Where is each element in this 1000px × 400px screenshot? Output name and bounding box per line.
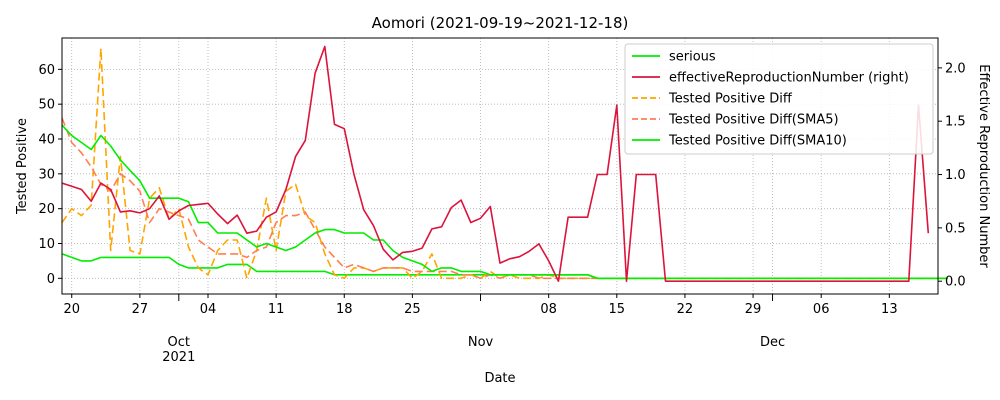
x-tick-label: 08 xyxy=(540,302,557,317)
x-tick-label: 13 xyxy=(881,302,898,317)
y-right-tick-label: 1.5 xyxy=(945,115,966,130)
x-tick-label: 25 xyxy=(404,302,421,317)
x-tick-year-label: 2021 xyxy=(162,350,195,365)
y-axis-left: 0 10 20 30 40 50 60 xyxy=(38,63,62,287)
x-tick-label: 06 xyxy=(813,302,830,317)
x-tick-label: 18 xyxy=(336,302,353,317)
x-tick-label: 11 xyxy=(268,302,285,317)
x-tick-label: 27 xyxy=(132,302,149,317)
x-tick-label: 04 xyxy=(200,302,217,317)
plot-frame xyxy=(61,37,939,295)
y-left-tick-label: 20 xyxy=(38,202,55,217)
legend-label-1: effectiveReproductionNumber (right) xyxy=(669,71,909,86)
chart-title: Aomori (2021-09-19~2021-12-18) xyxy=(372,14,629,32)
series-line-4 xyxy=(61,124,948,280)
x-axis-label: Date xyxy=(484,371,515,386)
y-axis-right: 0.0 0.5 1.0 1.5 2.0 xyxy=(938,61,966,290)
legend-label-0: serious xyxy=(669,50,716,65)
x-tick-label: Oct xyxy=(168,335,190,350)
y-left-tick-label: 0 xyxy=(47,272,55,287)
y-axis-left-label: Tested Positive xyxy=(15,118,30,215)
legend: serious effectiveReproductionNumber (righ… xyxy=(624,43,934,155)
x-tick-label: Dec xyxy=(760,335,785,350)
y-left-tick-label: 10 xyxy=(38,237,55,252)
legend-label-4: Tested Positive Diff(SMA10) xyxy=(668,134,847,149)
series-layer xyxy=(61,45,948,283)
y-axis-right-label: Effective Reproduction Number xyxy=(976,64,991,268)
legend-label-3: Tested Positive Diff(SMA5) xyxy=(668,113,839,128)
series-line-1 xyxy=(61,45,930,283)
y-right-tick-label: 1.0 xyxy=(945,168,966,183)
x-tick-label: Nov xyxy=(468,335,494,350)
y-left-tick-label: 30 xyxy=(38,167,55,182)
x-tick-label: 20 xyxy=(63,302,80,317)
x-tick-label: 15 xyxy=(609,302,626,317)
y-right-tick-label: 0.5 xyxy=(945,221,966,236)
y-right-tick-label: 2.0 xyxy=(945,61,966,76)
y-left-tick-label: 50 xyxy=(38,98,55,113)
y-right-tick-label: 0.0 xyxy=(945,275,966,290)
legend-label-2: Tested Positive Diff xyxy=(668,92,793,107)
legend-box xyxy=(624,43,934,155)
x-tick-label: 22 xyxy=(677,302,694,317)
y-left-tick-label: 40 xyxy=(38,133,55,148)
y-left-tick-label: 60 xyxy=(38,63,55,78)
x-tick-label: 29 xyxy=(745,302,762,317)
